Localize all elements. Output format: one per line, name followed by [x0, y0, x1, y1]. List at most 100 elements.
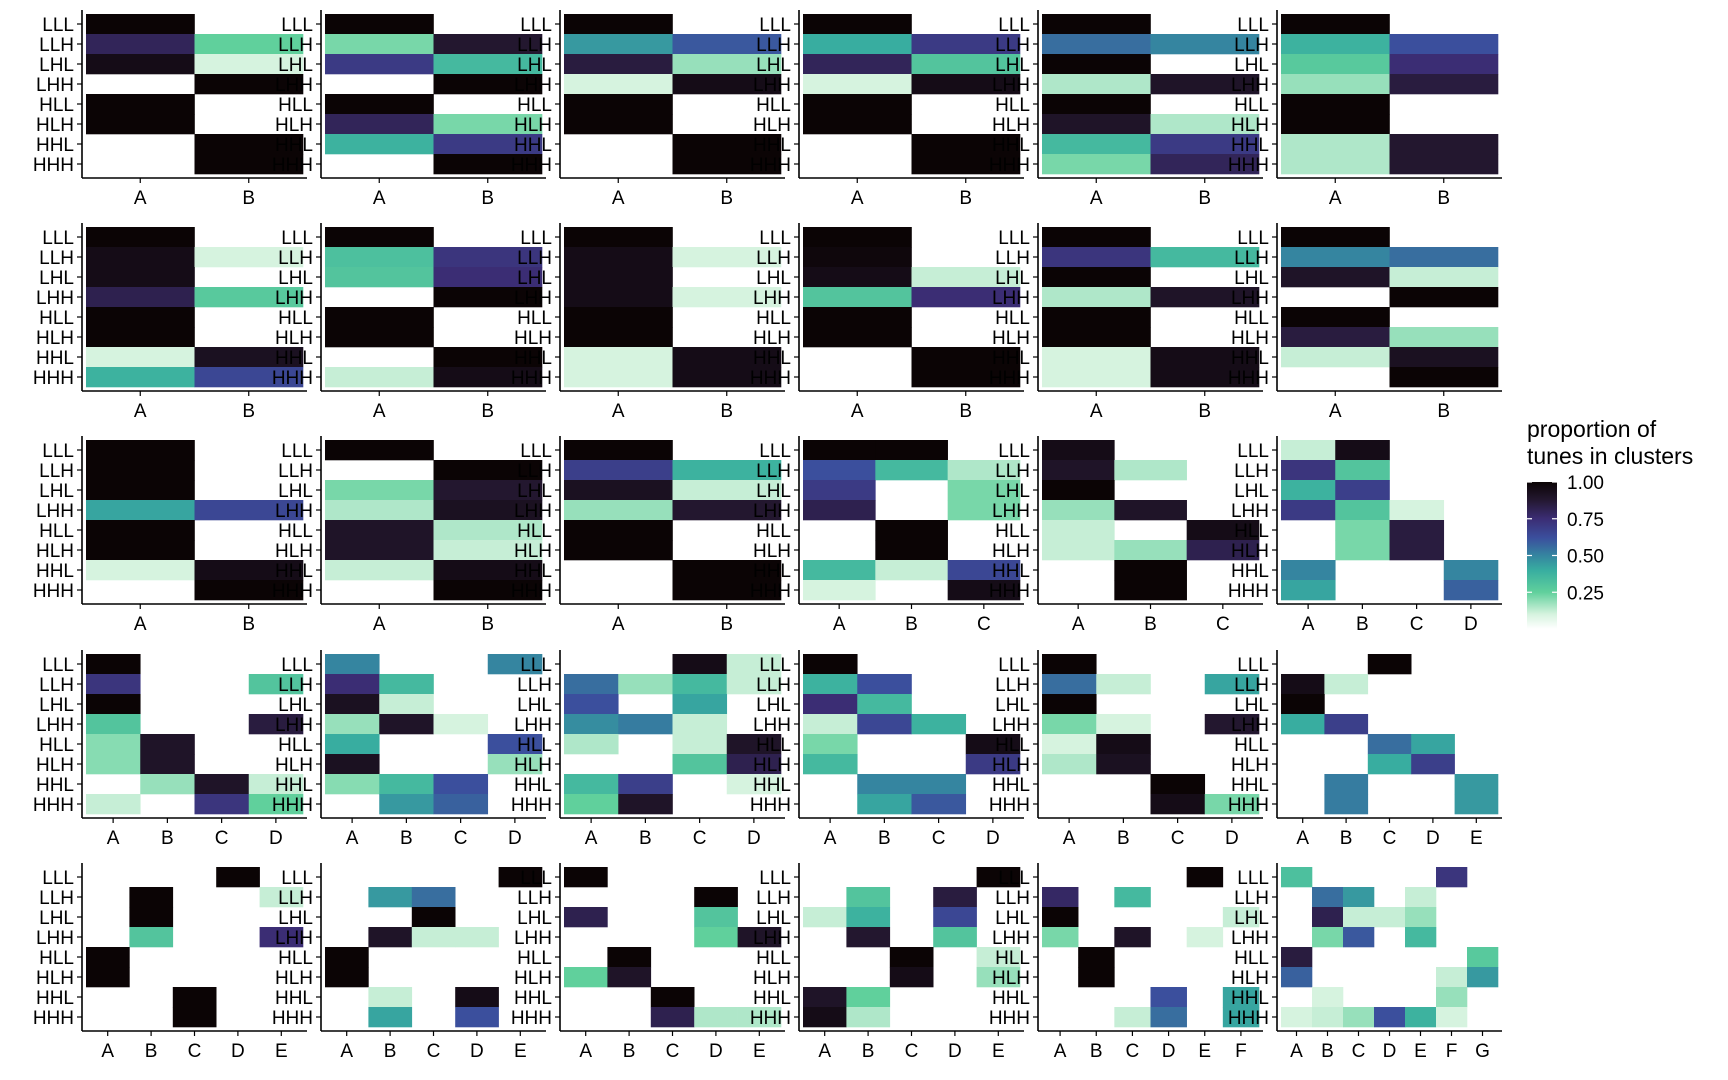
heatmap-cell	[1042, 907, 1079, 928]
heatmap-cell	[1204, 794, 1260, 815]
y-tick-label: LLH	[39, 675, 74, 696]
heatmap-cell	[325, 734, 380, 755]
heatmap-cell	[325, 114, 434, 135]
heatmap-cell	[1281, 134, 1390, 155]
x-tick-label: C	[427, 1041, 441, 1062]
heatmap-cell	[650, 987, 695, 1008]
x-tick-label: B	[1117, 828, 1130, 849]
heatmap-cell	[726, 774, 782, 795]
y-tick-label: HHL	[275, 348, 313, 369]
y-tick-label: HHH	[272, 1008, 313, 1029]
y-tick-label: LHL	[756, 908, 791, 929]
y-tick-label: HHL	[275, 135, 313, 156]
heatmap-cell	[694, 927, 738, 948]
heatmap-cell	[1467, 967, 1499, 988]
heatmap-cell	[1335, 540, 1390, 561]
heatmap-cell	[672, 134, 782, 155]
heatmap-cell	[564, 967, 608, 988]
x-tick-label: D	[1426, 828, 1440, 849]
heatmap-cell	[325, 327, 434, 348]
y-tick-label: HLL	[517, 948, 552, 969]
heatmap-cell	[976, 867, 1021, 888]
heatmap-cell	[325, 714, 380, 735]
y-tick-label: HLH	[992, 541, 1030, 562]
y-tick-label: LLL	[998, 441, 1030, 462]
x-tick-label: B	[878, 828, 891, 849]
y-tick-label: HLL	[995, 95, 1030, 116]
heatmap-cell	[1042, 460, 1115, 481]
heatmap-cell	[86, 267, 195, 288]
heatmap-cell	[455, 1007, 499, 1028]
heatmap-cell	[325, 94, 434, 115]
x-tick-label: D	[747, 828, 761, 849]
heatmap-cell	[325, 134, 434, 155]
heatmap-cell	[1281, 580, 1336, 601]
heatmap-cell	[1096, 734, 1151, 755]
y-tick-label: HLH	[514, 115, 552, 136]
heatmap-cell	[694, 907, 738, 928]
y-tick-label: LHL	[39, 268, 74, 289]
y-tick-label: LHH	[992, 928, 1030, 949]
y-tick-label: LLH	[278, 461, 313, 482]
heatmap-cell	[325, 654, 380, 675]
y-tick-label: HLH	[1231, 115, 1269, 136]
y-tick-label: LHL	[1234, 55, 1269, 76]
heatmap-cell	[248, 774, 304, 795]
heatmap-cell	[1374, 907, 1406, 928]
heatmap-cell	[1042, 734, 1097, 755]
y-tick-label: HLH	[36, 968, 74, 989]
heatmap-cell	[1443, 560, 1499, 581]
y-tick-label: HHL	[992, 561, 1030, 582]
y-tick-label: HLL	[1234, 948, 1269, 969]
heatmap-cell	[857, 694, 912, 715]
heatmap-cell	[194, 580, 304, 601]
heatmap-cell	[86, 54, 195, 75]
y-tick-label: LLL	[759, 868, 791, 889]
heatmap-cell	[433, 580, 543, 601]
y-tick-label: LHH	[753, 75, 791, 96]
x-tick-label: B	[1321, 1041, 1334, 1062]
y-tick-label: LHH	[275, 715, 313, 736]
heatmap-cell	[368, 1007, 413, 1028]
x-tick-label: C	[1216, 614, 1230, 635]
heatmap-cell	[1335, 500, 1390, 521]
heatmap-cell	[1042, 694, 1097, 715]
heatmap-cell	[564, 674, 619, 695]
y-tick-label: LLH	[1234, 888, 1269, 909]
heatmap-cell	[564, 227, 673, 248]
y-tick-label: LHH	[514, 715, 552, 736]
heatmap-cell	[1042, 307, 1151, 328]
heatmap-cell	[911, 287, 1021, 308]
heatmap-cell	[433, 460, 543, 481]
y-tick-label: LLL	[998, 868, 1030, 889]
y-tick-label: HHL	[1231, 135, 1269, 156]
y-tick-label: HHL	[275, 988, 313, 1009]
heatmap-cell	[86, 967, 130, 988]
y-tick-label: LLL	[520, 15, 552, 36]
heatmap-cell	[857, 794, 912, 815]
y-tick-label: HHH	[989, 1008, 1030, 1029]
y-tick-label: HHH	[1228, 368, 1269, 389]
heatmap-cell	[1312, 927, 1344, 948]
y-tick-label: HHL	[753, 988, 791, 1009]
heatmap-cell	[564, 347, 673, 368]
y-tick-label: LHH	[36, 75, 74, 96]
y-tick-label: HHL	[1231, 988, 1269, 1009]
y-tick-label: LLL	[998, 228, 1030, 249]
heatmap-cell	[1042, 34, 1151, 55]
heatmap-cell	[325, 367, 434, 388]
heatmap-cell	[1324, 794, 1369, 815]
heatmap-cell	[803, 694, 858, 715]
y-tick-label: HHH	[989, 155, 1030, 176]
heatmap-cell	[911, 714, 967, 735]
heatmap-cell	[325, 14, 434, 35]
heatmap-cell	[1436, 1007, 1468, 1028]
heatmap-cell	[433, 520, 543, 541]
heatmap-cell	[433, 154, 543, 175]
heatmap-cell	[1042, 94, 1151, 115]
heatmap-cell	[1374, 1007, 1406, 1028]
y-tick-label: LLL	[520, 655, 552, 676]
heatmap-cell	[1411, 754, 1455, 775]
